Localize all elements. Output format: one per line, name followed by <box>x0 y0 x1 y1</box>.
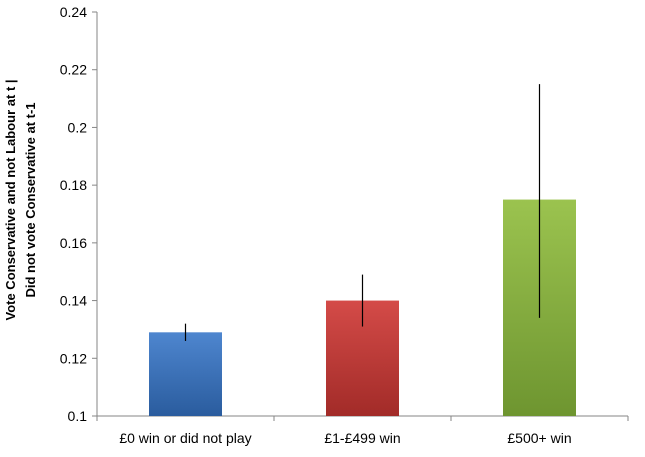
y-tick-label: 0.16 <box>60 235 87 251</box>
y-tick-label: 0.18 <box>60 177 87 193</box>
x-axis: £0 win or did not play £1-£499 win £500+ w… <box>96 415 629 446</box>
y-tick-label: 0.2 <box>68 119 88 135</box>
y-tick-label: 0.22 <box>60 62 87 78</box>
error-bars <box>184 84 541 341</box>
bar <box>149 332 222 416</box>
y-tick-label: 0.14 <box>60 293 87 309</box>
x-tick-label: £1-£499 win <box>324 430 400 446</box>
y-axis-title-line: Did not vote Conservative at t-1 <box>23 102 38 297</box>
y-axis-title-line: Vote Conservative and not Labour at t | <box>3 79 18 320</box>
y-tick-label: 0.24 <box>60 4 87 20</box>
y-axis: 0.1 0.12 0.14 0.16 0.18 0.2 0.22 0.24 <box>60 4 98 424</box>
y-axis-title: Vote Conservative and not Labour at t | D… <box>3 79 38 320</box>
y-tick-label: 0.1 <box>68 408 88 424</box>
x-tick-label: £0 win or did not play <box>119 430 251 446</box>
y-tick-label: 0.12 <box>60 350 87 366</box>
x-tick-label: £500+ win <box>507 430 571 446</box>
